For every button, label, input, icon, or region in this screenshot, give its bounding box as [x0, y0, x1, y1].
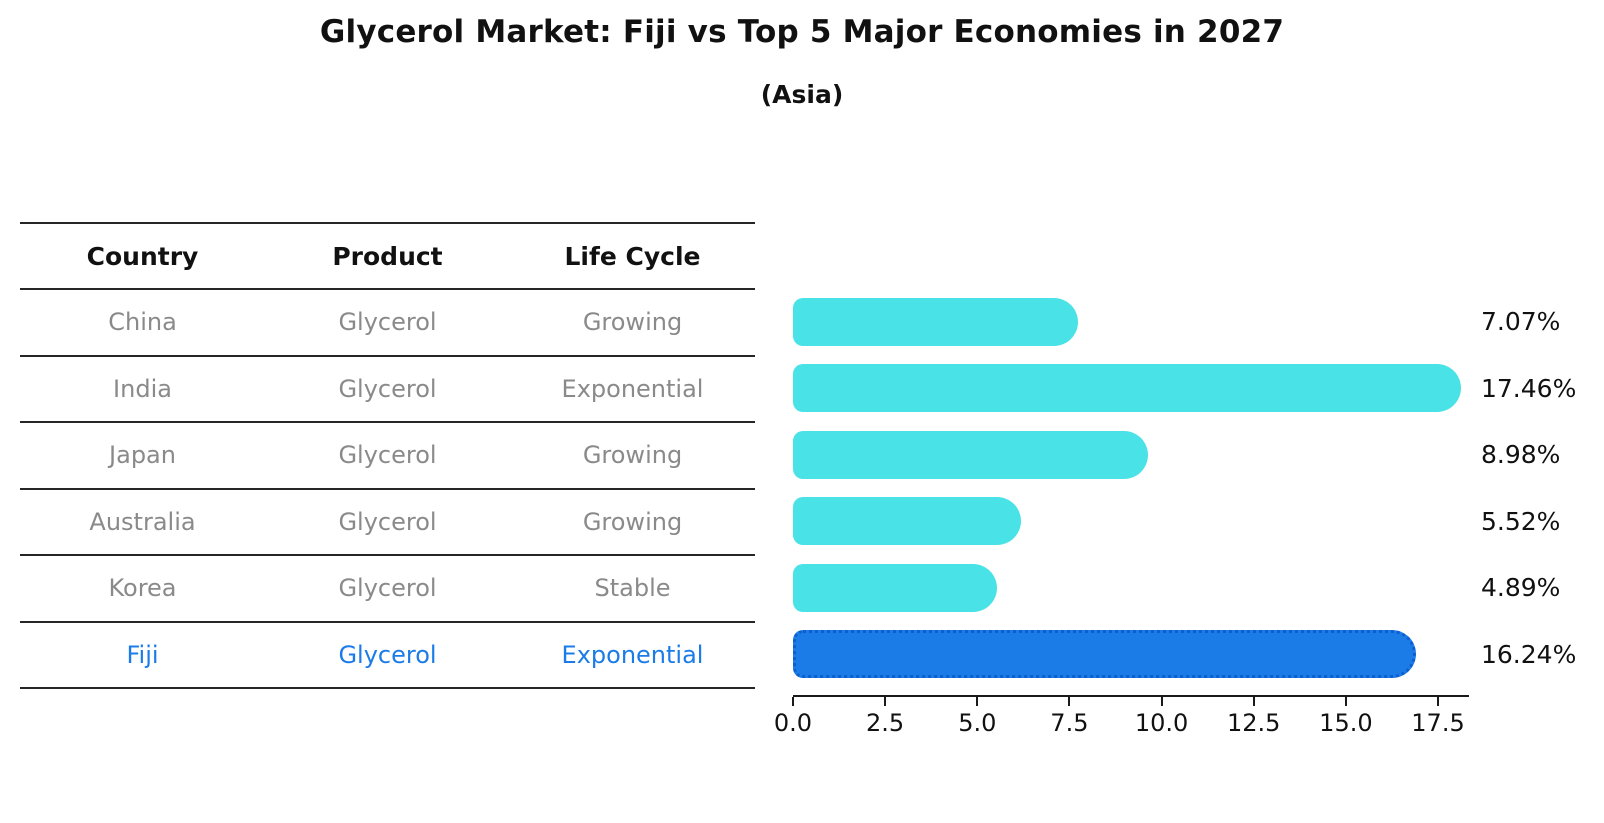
table-cell-life-cycle: Stable: [594, 574, 671, 603]
table-cell-life-cycle: Growing: [582, 441, 683, 470]
table-row-fiji: Fiji Glycerol Exponential: [20, 623, 755, 689]
table-cell-life-cycle: Growing: [582, 308, 683, 337]
value-label-china: 7.07%: [1481, 307, 1561, 336]
x-tick-label: 0.0: [773, 709, 813, 737]
country-table: Country Product Life Cycle China Glycero…: [20, 222, 755, 689]
table-row-korea: Korea Glycerol Stable: [20, 556, 755, 623]
x-tick-label: 5.0: [958, 709, 997, 737]
table-cell-product: Glycerol: [338, 507, 437, 536]
table-cell-country: Japan: [109, 441, 176, 470]
x-tick-label: 7.5: [1050, 709, 1089, 737]
x-axis-tick: [1160, 697, 1163, 706]
table-cell-life-cycle: Exponential: [561, 640, 704, 669]
x-axis-tick: [792, 697, 794, 706]
x-axis-tick: [1437, 697, 1439, 706]
table-cell-country: India: [113, 374, 172, 403]
bar-china: [793, 297, 1078, 346]
x-axis-tick: [1344, 697, 1347, 706]
value-label-australia: 5.52%: [1481, 506, 1561, 536]
table-cell-life-cycle: Growing: [582, 507, 683, 536]
value-label-korea: 4.89%: [1481, 573, 1561, 602]
table-row-japan: Japan Glycerol Growing: [20, 423, 755, 490]
x-tick-label: 15.0: [1319, 709, 1373, 737]
bar-india: [793, 364, 1461, 412]
table-header-life-cycle: Life Cycle: [564, 241, 701, 271]
table-cell-country: Australia: [89, 507, 196, 536]
chart-title: Glycerol Market: Fiji vs Top 5 Major Eco…: [319, 14, 1285, 50]
bar-fiji: [793, 630, 1416, 678]
table-cell-product: Glycerol: [338, 308, 437, 337]
table-header-country: Country: [86, 241, 199, 271]
table-cell-country: China: [108, 308, 177, 337]
table-cell-country: Fiji: [126, 640, 159, 669]
bar-australia: [793, 497, 1021, 545]
table-row-australia: Australia Glycerol Growing: [20, 490, 755, 556]
table-row-india: India Glycerol Exponential: [20, 357, 755, 423]
bar-korea: [793, 563, 998, 612]
table-cell-life-cycle: Exponential: [561, 374, 704, 403]
table-cell-product: Glycerol: [338, 441, 437, 470]
value-label-india: 17.46%: [1481, 373, 1577, 403]
x-axis-tick: [976, 697, 979, 706]
table-cell-product: Glycerol: [338, 374, 437, 403]
x-axis-tick: [1252, 697, 1255, 706]
table-cell-country: Korea: [108, 574, 177, 603]
x-axis-tick: [1068, 697, 1071, 706]
x-axis-line: [793, 695, 1469, 697]
value-label-fiji: 16.24%: [1481, 639, 1577, 669]
x-tick-label: 17.5: [1411, 709, 1465, 737]
x-tick-label: 10.0: [1134, 709, 1189, 737]
table-header-row: Country Product Life Cycle: [20, 224, 755, 290]
x-tick-label: 12.5: [1226, 709, 1281, 737]
bar-japan: [793, 430, 1148, 479]
table-row-china: China Glycerol Growing: [20, 290, 755, 357]
x-tick-label: 2.5: [866, 709, 905, 737]
table-cell-product: Glycerol: [338, 640, 437, 669]
x-axis-tick: [884, 697, 887, 706]
value-label-japan: 8.98%: [1481, 440, 1561, 469]
table-cell-product: Glycerol: [338, 574, 437, 603]
chart-subtitle: (Asia): [760, 80, 844, 109]
table-header-product: Product: [332, 241, 443, 271]
